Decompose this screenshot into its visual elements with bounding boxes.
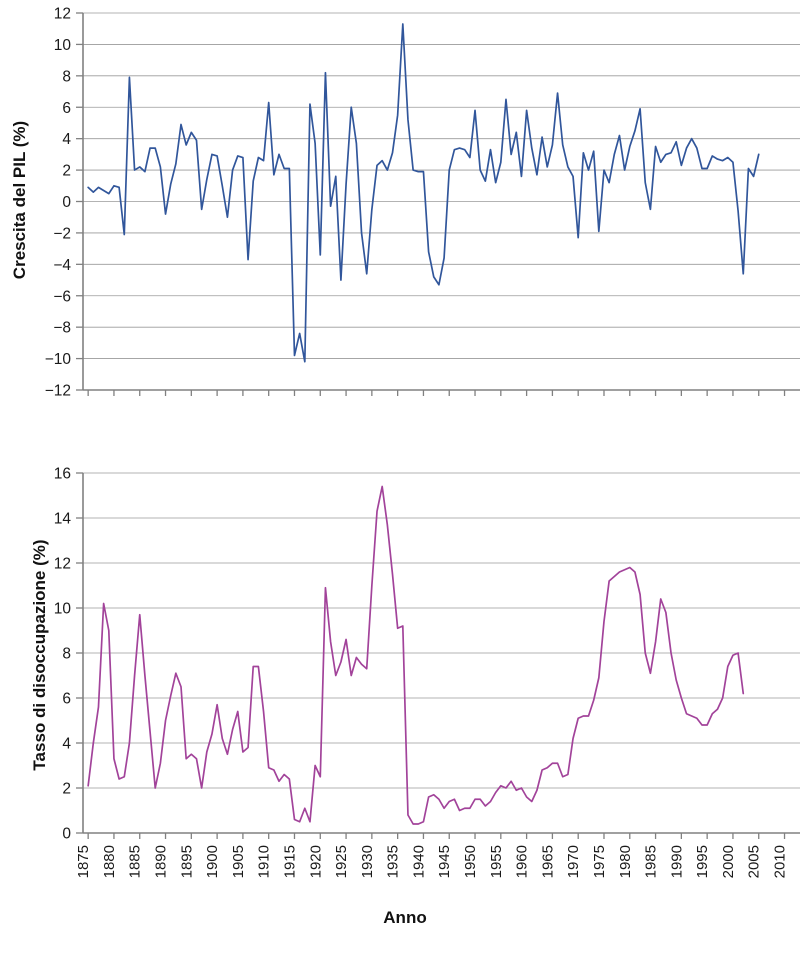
y-tick-label: 14 <box>54 511 72 528</box>
y-tick-label: 6 <box>62 100 71 117</box>
y-tick-label: 2 <box>62 781 71 798</box>
gdp-plot: 12 10 8 6 4 2 0 −2 −4 −6 −8 −10 −12 <box>45 6 800 400</box>
y-tick-label: −10 <box>45 351 72 368</box>
x-tick-label: 1900 <box>204 845 221 878</box>
y-tick-label: −12 <box>45 383 71 400</box>
x-tick-label: 1920 <box>307 845 324 878</box>
chart-panel-unemployment: Tasso di disoccupazione (%) 16 14 12 10 8 6 4 2… <box>0 430 810 958</box>
x-tick-label: 2005 <box>746 845 763 878</box>
x-tick-label: 1880 <box>101 845 118 878</box>
x-tick-label: 1945 <box>436 845 453 878</box>
x-tick-label: 1995 <box>694 845 711 878</box>
y-tick-label: 4 <box>62 736 71 753</box>
x-tick-label: 1895 <box>178 845 195 878</box>
y-tick-label: 12 <box>54 556 71 573</box>
x-tick-label: 1875 <box>75 845 92 878</box>
x-tick-label: 1935 <box>385 845 402 878</box>
x-tick-label: 1980 <box>617 845 634 878</box>
y-tick-label: 2 <box>62 163 71 180</box>
y-tick-label: 8 <box>62 68 71 85</box>
x-tick-label: 1990 <box>668 845 685 878</box>
x-tick-label: 1915 <box>281 845 298 878</box>
y-tick-label: 10 <box>54 37 72 54</box>
unemployment-rate-line <box>87 485 745 825</box>
y-tick-label: 8 <box>62 646 71 663</box>
x-tick-label: 1950 <box>462 845 479 878</box>
x-tick-label: 1885 <box>127 845 144 878</box>
x-tick-label: 1890 <box>153 845 170 878</box>
x-tick-label: 1960 <box>514 845 531 878</box>
y-tick-label: −8 <box>53 320 71 337</box>
x-tick-label: 1940 <box>410 845 427 878</box>
y-tick-label: 0 <box>62 826 71 843</box>
x-tick-label: 1965 <box>539 845 556 878</box>
x-tick-label: 1955 <box>488 845 505 878</box>
gdp-growth-line <box>87 23 760 363</box>
y-tick-label: −4 <box>53 257 71 274</box>
y-tick-label: 0 <box>62 194 71 211</box>
x-axis-title: Anno <box>383 908 427 927</box>
x-tick-label: 1985 <box>643 845 660 878</box>
y-tick-label: −2 <box>53 225 71 242</box>
chart-panel-gdp: Crescita del PIL (%) 12 10 8 6 4 2 0 −2 −4 −6 −8 −1… <box>0 0 810 430</box>
y-tick-label: 10 <box>54 601 72 618</box>
y-tick-label: 6 <box>62 691 71 708</box>
x-tick-label: 2010 <box>772 845 789 878</box>
y-tick-label: 4 <box>62 131 71 148</box>
x-tick-label: 2000 <box>720 845 737 878</box>
x-tick-label: 1910 <box>256 845 273 878</box>
x-tick-label: 1925 <box>333 845 350 878</box>
y-tick-label: −6 <box>53 288 71 305</box>
x-tick-label: 1970 <box>565 845 582 878</box>
x-tick-label: 1930 <box>359 845 376 878</box>
y-tick-label: 16 <box>54 466 71 483</box>
x-tick-label: 1975 <box>591 845 608 878</box>
y-tick-label: 12 <box>54 6 71 23</box>
x-tick-label: 1905 <box>230 845 247 878</box>
